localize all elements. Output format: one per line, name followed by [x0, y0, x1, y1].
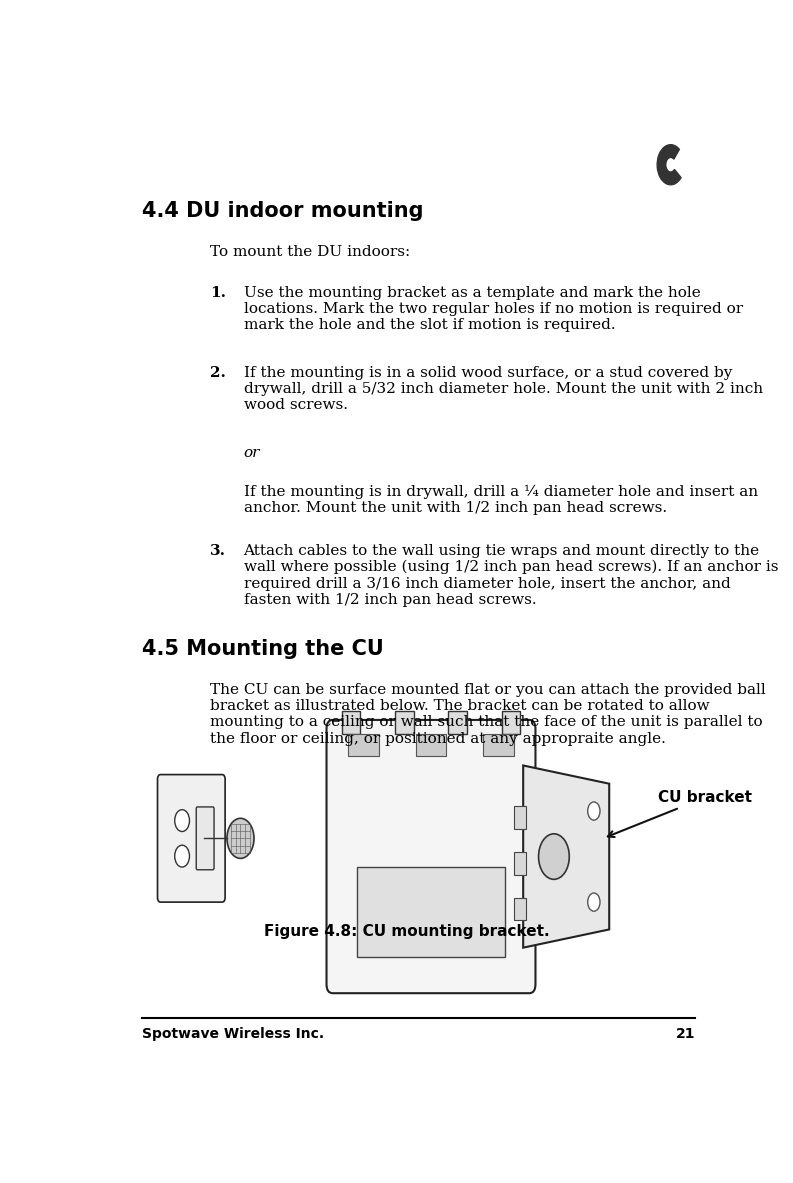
- Circle shape: [227, 819, 254, 859]
- Text: or: or: [243, 446, 260, 460]
- Text: 4.4 DU indoor mounting: 4.4 DU indoor mounting: [142, 201, 423, 221]
- Circle shape: [174, 809, 190, 832]
- Polygon shape: [523, 765, 609, 948]
- Text: 3.: 3.: [209, 544, 226, 557]
- Bar: [514, 898, 527, 920]
- Bar: [514, 807, 527, 829]
- Text: The CU can be surface mounted flat or you can attach the provided ball
bracket a: The CU can be surface mounted flat or yo…: [209, 683, 765, 745]
- Text: Attach cables to the wall using tie wraps and mount directly to the
wall where p: Attach cables to the wall using tie wrap…: [243, 544, 778, 607]
- Circle shape: [174, 845, 190, 867]
- FancyBboxPatch shape: [196, 807, 214, 870]
- Text: Figure 4.8: CU mounting bracket.: Figure 4.8: CU mounting bracket.: [263, 924, 550, 939]
- Circle shape: [588, 802, 600, 820]
- Text: 1.: 1.: [209, 286, 226, 299]
- Circle shape: [588, 893, 600, 911]
- Bar: [348, 733, 379, 756]
- Bar: [395, 711, 414, 733]
- Text: 2.: 2.: [209, 366, 226, 380]
- Bar: [514, 852, 527, 874]
- Text: If the mounting is in drywall, drill a ¼ diameter hole and insert an
anchor. Mou: If the mounting is in drywall, drill a ¼…: [243, 485, 757, 515]
- Text: CU bracket: CU bracket: [607, 790, 753, 838]
- FancyBboxPatch shape: [158, 775, 225, 903]
- Bar: [483, 733, 514, 756]
- Text: Use the mounting bracket as a template and mark the hole
locations. Mark the two: Use the mounting bracket as a template a…: [243, 286, 743, 332]
- Text: To mount the DU indoors:: To mount the DU indoors:: [209, 245, 410, 259]
- Bar: [502, 711, 520, 733]
- Circle shape: [538, 834, 569, 879]
- Bar: [416, 733, 446, 756]
- Text: If the mounting is in a solid wood surface, or a stud covered by
drywall, drill : If the mounting is in a solid wood surfa…: [243, 366, 763, 413]
- FancyBboxPatch shape: [327, 720, 535, 994]
- Bar: [448, 711, 467, 733]
- Text: 4.5 Mounting the CU: 4.5 Mounting the CU: [142, 639, 384, 659]
- Bar: [342, 711, 360, 733]
- Text: Spotwave Wireless Inc.: Spotwave Wireless Inc.: [142, 1027, 324, 1041]
- Text: 21: 21: [676, 1027, 695, 1041]
- Bar: [357, 867, 505, 957]
- Wedge shape: [657, 144, 681, 185]
